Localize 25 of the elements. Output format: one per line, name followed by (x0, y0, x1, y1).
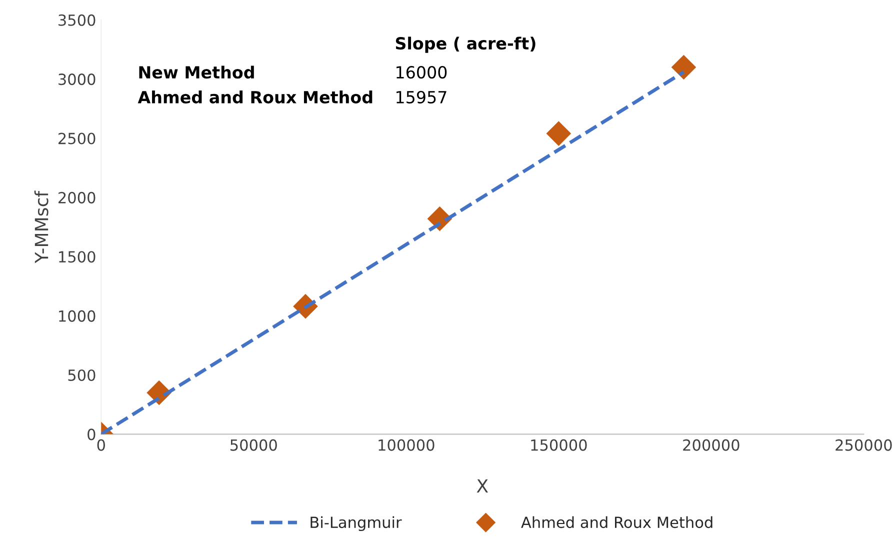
y-tick-label: 3500 (58, 14, 96, 26)
y-tick-label: 0 (88, 428, 96, 440)
annotation: 16000 (396, 66, 447, 79)
y-axis-title: Y-MMscf (34, 190, 48, 264)
x-tick-label: 150000 (531, 439, 587, 451)
annotation: Slope ( acre-ft) (396, 36, 536, 53)
x-tick-label: 100000 (378, 439, 434, 451)
annotation: Ahmed and Roux Method (138, 90, 372, 104)
y-tick-label: 2500 (58, 132, 96, 144)
x-tick-label: 200000 (683, 439, 740, 451)
legend-label: Bi-Langmuir (310, 516, 402, 532)
x-tick-label: 250000 (836, 439, 892, 451)
y-tick-label: 1000 (59, 310, 96, 322)
point (546, 121, 572, 146)
y-tick-label: 500 (68, 369, 96, 382)
y-tick-label: 3000 (58, 74, 96, 86)
annotation: New Method (139, 66, 254, 79)
legend-label: Ahmed and Roux Method (521, 516, 712, 528)
y-tick-label: 1500 (59, 251, 96, 263)
y-tick-label: 2000 (58, 192, 96, 204)
x-tick-label: 50000 (230, 439, 277, 451)
x-tick-label: 0 (97, 439, 105, 451)
point (671, 54, 696, 80)
annotation: 15957 (396, 90, 446, 104)
x-axis-title: X (476, 479, 488, 493)
